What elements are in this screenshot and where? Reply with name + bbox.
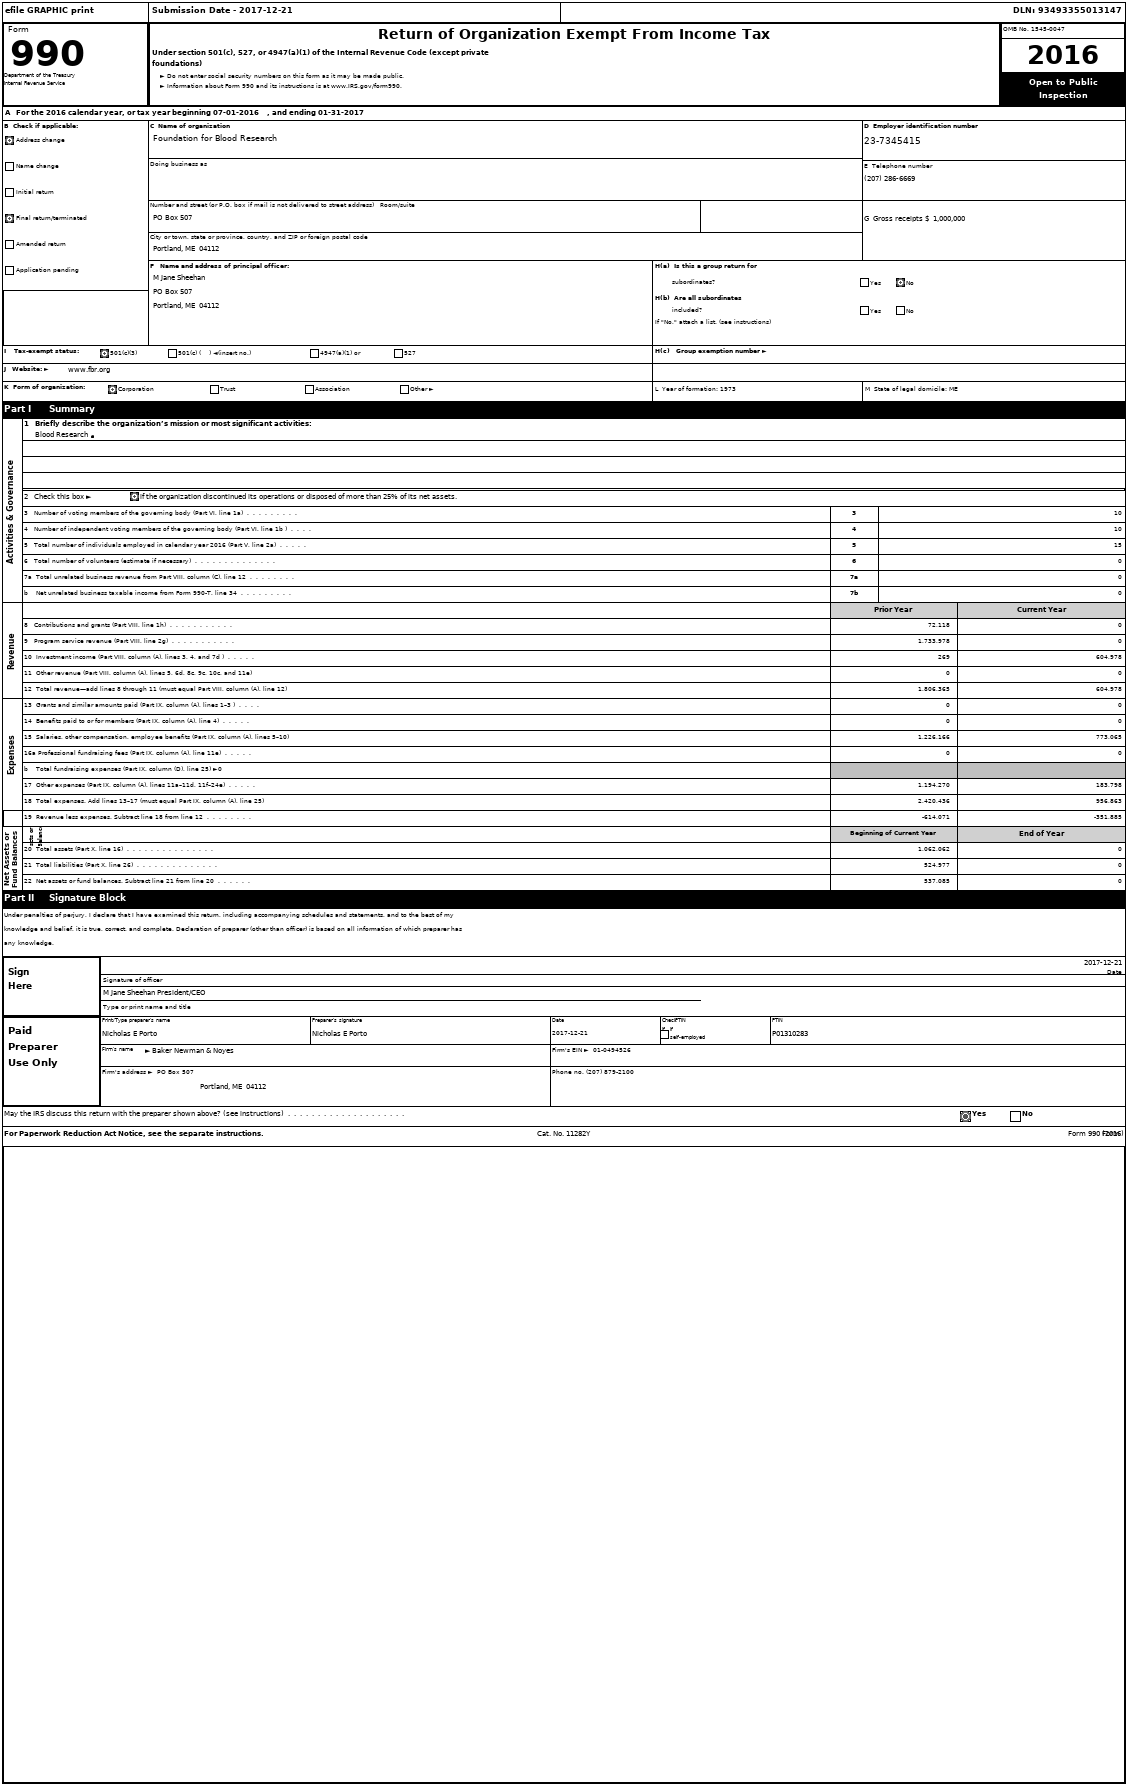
Text: Revenue: Revenue xyxy=(8,632,17,669)
Text: Activities & Governance: Activities & Governance xyxy=(8,459,17,562)
Text: Net Assets or
Fund Balances: Net Assets or Fund Balances xyxy=(6,830,18,887)
Text: Expenses: Expenses xyxy=(8,734,17,775)
